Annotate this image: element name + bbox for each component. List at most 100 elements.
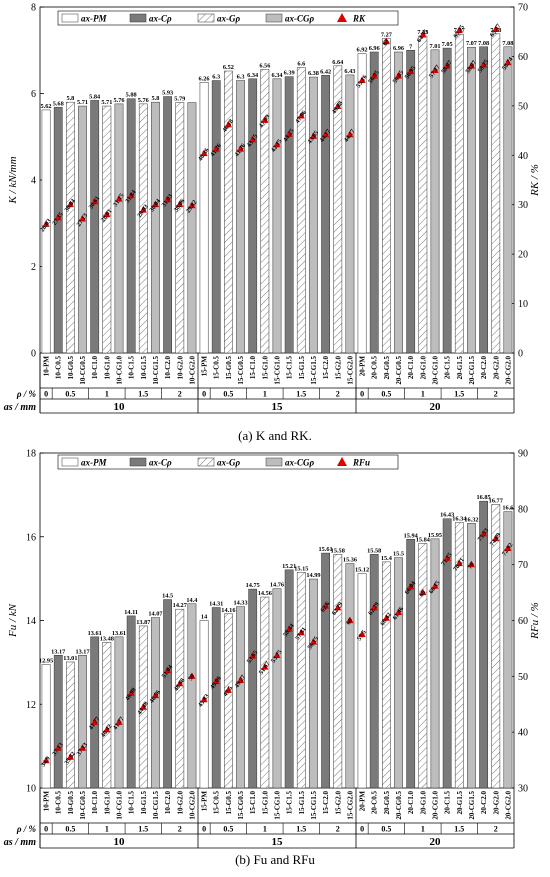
r-marker (504, 544, 512, 551)
bar-value-label: 5.62 (41, 103, 52, 110)
bar (248, 78, 258, 354)
bar-value-label: 13.61 (88, 630, 102, 637)
r-value-label: 58.74 (501, 55, 515, 71)
r-marker (492, 534, 500, 542)
bar-value-label: 14 (201, 614, 208, 621)
y-tick-label: 16 (26, 532, 36, 543)
y-tick-label: 8 (31, 3, 36, 14)
r-marker (358, 76, 366, 83)
bar-value-label: 5.68 (53, 100, 64, 107)
bar-value-label: 15.4 (381, 555, 393, 562)
bar (224, 613, 233, 789)
category-label: 10-C0.5 (55, 791, 63, 815)
y2-tick-label: 60 (518, 52, 528, 63)
r-value-label: 47.09 (258, 114, 272, 130)
legend-swatch (265, 13, 283, 23)
bar (211, 607, 221, 789)
table-rho-label: 0.5 (381, 390, 391, 399)
r-marker (164, 195, 172, 203)
category-label: 20-G2.0 (492, 791, 500, 815)
r-marker (455, 559, 463, 567)
r-value-label: 70 (467, 561, 476, 570)
bar (187, 102, 197, 354)
category-label: 10-CG1.0 (116, 356, 124, 385)
r-marker (309, 637, 318, 645)
bar-value-label: 5.76 (113, 97, 124, 104)
table-rho-label: 0 (202, 825, 206, 834)
bar (284, 76, 294, 354)
r-marker (103, 210, 111, 218)
category-label: 15-CG1.0 (274, 791, 282, 820)
r-marker (164, 666, 172, 674)
y-tick-label: 14 (26, 616, 36, 627)
table-rho-label: 0.5 (381, 825, 391, 834)
category-label: 15-CG0.5 (237, 356, 245, 385)
table-rho-label: 0 (44, 825, 48, 834)
bar-value-label: 6.6 (297, 61, 305, 68)
bar (430, 538, 440, 789)
category-label: 20-G1.5 (456, 791, 464, 815)
table-rho-label: 1 (421, 825, 425, 834)
bar (224, 70, 233, 354)
r-marker (334, 102, 342, 110)
r-marker (200, 149, 208, 157)
category-label: 20-G1.5 (456, 356, 464, 380)
bar-value-label: 12.95 (39, 657, 53, 664)
r-marker (443, 554, 451, 561)
table-row-label-as: as / mm (4, 837, 36, 848)
r-value-label: 31.84 (124, 188, 138, 204)
bar-value-label: 14.16 (221, 607, 235, 614)
bar (284, 569, 294, 789)
r-value-label: 53.75 (270, 649, 284, 665)
bar-value-label: 7.27 (381, 32, 392, 39)
r-value-label: 26.03 (39, 218, 53, 234)
r-marker (358, 630, 366, 638)
legend-label: ax-PM (81, 14, 107, 24)
r-value-label: 27.35 (51, 211, 65, 227)
category-label: 10-C1.5 (128, 791, 136, 815)
r-marker (492, 25, 500, 32)
r-value-label: 41.77 (88, 716, 102, 732)
table-rho-label: 2 (336, 825, 340, 834)
category-label: 20-CG1.0 (432, 791, 440, 820)
r-marker (370, 71, 378, 79)
r-marker (249, 651, 257, 659)
bar-value-label: 14.56 (258, 590, 272, 597)
bar-value-label: 13.01 (63, 655, 77, 662)
bar-value-label: 6.3 (237, 74, 245, 81)
category-label: 15-CG1.5 (310, 356, 318, 385)
legend-label: ax-Gρ (217, 458, 240, 468)
category-label: 15-CG1.0 (274, 356, 282, 385)
y-tick-label: 18 (26, 449, 36, 460)
bar (236, 80, 245, 354)
bar (296, 67, 306, 354)
bar-value-label: 6.26 (199, 75, 210, 82)
bar-value-label: 7.05 (442, 41, 453, 48)
bar-value-label: 13.61 (112, 630, 126, 637)
r-value-label: 28.01 (100, 208, 114, 224)
r-marker (309, 132, 318, 139)
r-value-label: 56.15 (306, 635, 320, 651)
r-value-label: 30.04 (63, 197, 77, 213)
category-label: 20-C1.0 (407, 791, 415, 815)
legend-swatch (265, 457, 283, 467)
category-label: 20-PM (359, 791, 367, 812)
legend-label: ax-CGρ (285, 14, 314, 24)
r-value-label: 41.77 (112, 716, 126, 732)
table-rho-label: 2 (494, 390, 498, 399)
bar (90, 636, 100, 789)
bar-value-label: 15.36 (343, 557, 357, 564)
r-marker (261, 663, 269, 670)
bar (467, 46, 476, 354)
bar-value-label: 6.56 (259, 62, 270, 69)
y-tick-label: 0 (31, 349, 36, 360)
bar (418, 35, 428, 354)
bar (163, 599, 172, 789)
bar (418, 543, 428, 789)
category-label: 15-C2.0 (322, 791, 330, 815)
bar (151, 617, 160, 789)
r-value-label: 61.46 (391, 606, 405, 622)
table-rho-label: 1.5 (454, 825, 464, 834)
bar (41, 664, 51, 789)
